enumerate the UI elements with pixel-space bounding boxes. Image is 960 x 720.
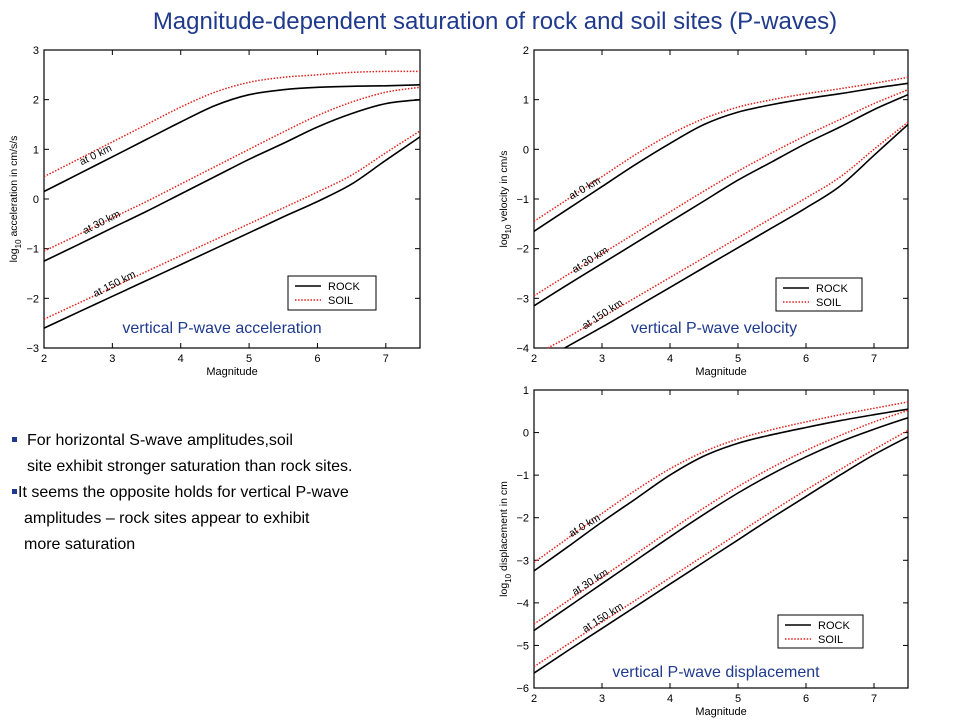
rock-line — [533, 82, 909, 232]
x-tick-label: 6 — [803, 693, 809, 705]
x-tick-label: 2 — [531, 693, 537, 705]
y-tick-label: −4 — [516, 343, 529, 355]
bullet-line: amplitudes – rock sites appear to exhibi… — [24, 510, 310, 527]
rock-line — [533, 436, 909, 674]
rock-line — [43, 98, 421, 262]
y-tick-label: −4 — [516, 598, 529, 610]
y-tick-label: 0 — [33, 194, 39, 206]
y-tick-label: 1 — [523, 385, 529, 397]
x-tick-label: 6 — [314, 353, 320, 365]
x-tick-label: 5 — [735, 693, 741, 705]
y-tick-label: −3 — [516, 555, 529, 567]
legend-label: ROCK — [328, 281, 360, 293]
soil-line — [43, 70, 421, 178]
y-tick-label: 1 — [33, 144, 39, 156]
legend-box — [777, 614, 864, 649]
chart-caption: vertical P-wave displacement — [612, 664, 820, 681]
y-tick-label: −1 — [26, 244, 39, 256]
soil-line — [547, 121, 909, 349]
x-tick-label: 5 — [246, 353, 252, 365]
x-tick-label: 3 — [599, 693, 605, 705]
soil-line — [43, 130, 421, 320]
bullet-square-icon — [12, 489, 17, 494]
y-tick-label: −3 — [26, 343, 39, 355]
soil-line — [43, 86, 421, 252]
bullet-line: site exhibit stronger saturation than ro… — [27, 458, 353, 475]
x-tick-label: 5 — [735, 353, 741, 365]
x-tick-label: 7 — [871, 693, 877, 705]
rock-line — [564, 123, 909, 349]
x-tick-label: 4 — [667, 693, 673, 705]
soil-line — [533, 429, 909, 668]
y-tick-label: 2 — [33, 95, 39, 107]
y-tick-label: −2 — [516, 513, 529, 525]
soil-line — [533, 76, 909, 223]
x-axis-label: Magnitude — [206, 366, 257, 378]
y-tick-label: 3 — [33, 45, 39, 57]
y-axis-label: log10 displacement in cm — [498, 481, 513, 597]
x-tick-label: 3 — [599, 353, 605, 365]
x-tick-label: 2 — [41, 353, 47, 365]
rock-line — [43, 84, 421, 193]
x-tick-label: 7 — [383, 353, 389, 365]
legend-label: ROCK — [818, 620, 850, 632]
y-tick-label: −3 — [516, 293, 529, 305]
rock-line — [43, 136, 421, 329]
x-tick-label: 3 — [109, 353, 115, 365]
legend-box — [775, 277, 863, 312]
rock-line — [533, 408, 909, 572]
y-tick-label: −1 — [516, 470, 529, 482]
bullet-square-icon — [12, 437, 17, 442]
bullet-item: It seems the opposite holds for vertical… — [12, 480, 482, 558]
y-tick-label: −1 — [516, 194, 529, 206]
legend-label: SOIL — [816, 297, 841, 309]
legend-label: ROCK — [816, 283, 848, 295]
legend-label: SOIL — [818, 634, 843, 646]
x-axis-label: Magnitude — [695, 366, 746, 378]
y-tick-label: −5 — [516, 640, 529, 652]
y-tick-label: 0 — [523, 144, 529, 156]
x-tick-label: 6 — [803, 353, 809, 365]
x-tick-label: 4 — [667, 353, 673, 365]
page-title: Magnitude-dependent saturation of rock a… — [152, 8, 838, 35]
y-axis-label: log10 acceleration in cm/s/s — [8, 136, 23, 263]
y-tick-label: 0 — [523, 428, 529, 440]
bullet-list: For horizontal S-wave amplitudes,soil si… — [12, 428, 482, 558]
plot-area — [533, 389, 909, 689]
bullet-line: more saturation — [24, 536, 136, 553]
rock-line — [533, 93, 909, 307]
x-tick-label: 7 — [871, 353, 877, 365]
bullet-item: For horizontal S-wave amplitudes,soil si… — [12, 428, 482, 480]
soil-line — [533, 89, 909, 297]
bullet-line: It seems the opposite holds for vertical… — [18, 484, 349, 501]
chart-caption: vertical P-wave acceleration — [122, 320, 321, 337]
x-axis-label: Magnitude — [695, 706, 746, 718]
soil-line — [533, 409, 909, 625]
chart-caption: vertical P-wave velocity — [631, 320, 797, 337]
y-tick-label: 1 — [523, 95, 529, 107]
bullet-line: For horizontal S-wave amplitudes,soil — [27, 432, 293, 449]
soil-line — [533, 401, 909, 564]
y-tick-label: −2 — [516, 244, 529, 256]
x-tick-label: 4 — [178, 353, 184, 365]
y-tick-label: −6 — [516, 683, 529, 695]
y-axis-label: log10 velocity in cm/s — [498, 150, 513, 247]
legend-box — [287, 275, 377, 311]
legend-label: SOIL — [328, 295, 353, 307]
y-tick-label: −2 — [26, 293, 39, 305]
x-tick-label: 2 — [531, 353, 537, 365]
y-tick-label: 2 — [523, 45, 529, 57]
rock-line — [533, 416, 909, 632]
